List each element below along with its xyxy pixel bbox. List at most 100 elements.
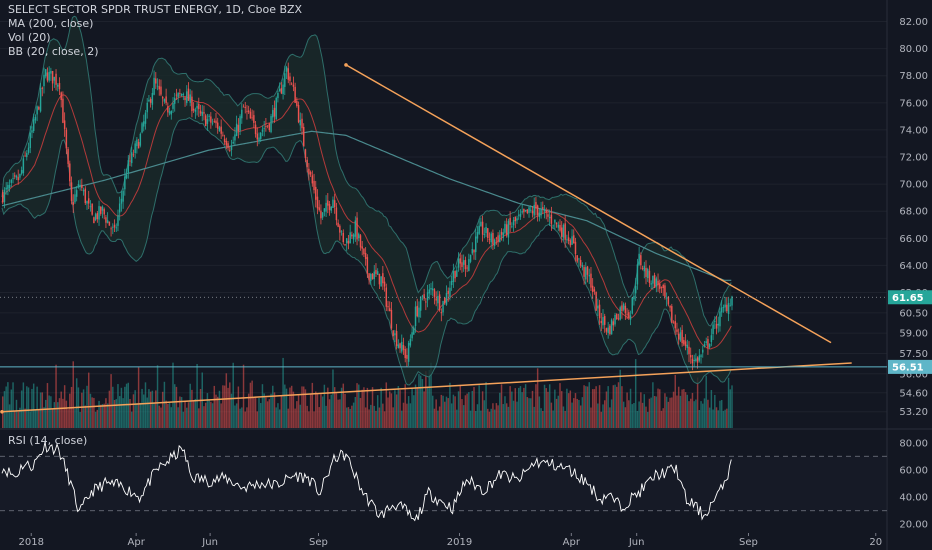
volume-bar (249, 382, 252, 428)
candle-body (98, 206, 100, 220)
bb-indicator-label[interactable]: BB (20, close, 2) (8, 45, 99, 58)
candle-body (297, 105, 300, 123)
candle-body (45, 69, 47, 77)
volume-bar (647, 411, 649, 428)
candle-body (516, 218, 518, 221)
volume-bar (65, 400, 68, 428)
volume-bar (67, 409, 69, 428)
volume-bar (621, 386, 623, 428)
volume-bar (137, 367, 140, 428)
candle-body (619, 307, 621, 320)
volume-bar (591, 389, 594, 428)
candle-body (586, 266, 589, 275)
volume-bar (268, 399, 271, 428)
candle-body (347, 240, 350, 244)
volume-bar (101, 403, 104, 428)
volume-bar (315, 391, 317, 428)
volume-bar (610, 399, 613, 428)
volume-bar (722, 410, 725, 428)
trendline-support (1, 362, 852, 413)
price-tick-label: 56.00 (899, 369, 928, 380)
volume-indicator-label[interactable]: Vol (20) (8, 31, 51, 44)
volume-bar (227, 387, 229, 428)
time-tick-label: Sep (309, 537, 328, 548)
candle-body (521, 211, 523, 213)
volume-bar (690, 398, 692, 428)
candle-body (419, 297, 422, 311)
candle-body (24, 155, 26, 157)
candle-body (230, 145, 233, 150)
candle-body (456, 270, 458, 277)
volume-bar (507, 406, 510, 428)
candle-body (57, 84, 59, 87)
volume-bar (53, 402, 56, 428)
candle-body (325, 202, 327, 212)
candle-body (290, 83, 293, 85)
volume-bar (258, 397, 260, 428)
volume-bar (497, 405, 499, 428)
candle-body (356, 217, 358, 240)
symbol-title[interactable]: SELECT SECTOR SPDR TRUST ENERGY, 1D, Cbo… (8, 3, 303, 16)
candle-body (72, 202, 74, 205)
candle-body (352, 234, 355, 240)
candle-body (337, 222, 339, 227)
volume-bar (354, 396, 357, 428)
candle-body (342, 232, 345, 243)
volume-bar (708, 407, 711, 428)
volume-bar (655, 396, 658, 428)
candle-body (695, 358, 697, 362)
volume-bar (641, 402, 644, 428)
volume-bar (356, 383, 358, 428)
volume-bar (447, 398, 449, 428)
volume-bar (500, 384, 503, 428)
volume-bar (595, 386, 597, 428)
candle-body (241, 109, 243, 119)
volume-bar (36, 386, 38, 428)
support-price-tag-bg (888, 359, 932, 374)
volume-bar (562, 406, 565, 428)
volume-bar (134, 390, 136, 428)
candle-body (394, 333, 396, 336)
candle-body (260, 132, 262, 139)
candle-body (139, 133, 142, 146)
candle-body (552, 225, 554, 227)
volume-bar (239, 408, 241, 428)
volume-bar (712, 409, 714, 428)
candle-body (731, 296, 733, 306)
candle-body (208, 115, 210, 117)
candle-body (390, 310, 393, 329)
price-axis[interactable]: 82.00 80.00 78.00 76.00 74.00 72.00 70.00 68.00… (899, 17, 928, 531)
volume-bar (720, 400, 723, 428)
candle-body (614, 314, 616, 325)
candle-body (91, 203, 93, 215)
volume-bar (573, 398, 575, 428)
volume-bar (27, 387, 30, 428)
rsi-indicator-label[interactable]: RSI (14, close) (8, 434, 88, 447)
volume-bar (247, 393, 250, 428)
rsi-line (1, 441, 732, 522)
candle-body (717, 323, 719, 326)
candle-body (402, 345, 405, 350)
volume-bar (120, 387, 123, 428)
volume-bar (703, 398, 706, 428)
candle-body (215, 120, 217, 124)
candle-body (726, 304, 728, 312)
candle-body (382, 273, 384, 284)
volume-bar (149, 391, 152, 428)
candle-body (10, 179, 13, 183)
volume-bar (523, 387, 525, 428)
candle-body (583, 267, 585, 277)
volume-bar (505, 403, 508, 428)
ma-indicator-label[interactable]: MA (200, close) (8, 17, 94, 30)
candlestick-series (2, 62, 733, 371)
candle-body (476, 232, 479, 239)
time-axis[interactable]: 2018 Apr Jun Sep 2019 Apr Jun Sep 20 (19, 533, 883, 548)
volume-bar (215, 394, 217, 428)
candle-body (566, 239, 568, 241)
volume-bar (536, 368, 539, 428)
volume-bar (100, 404, 102, 428)
trendlines[interactable] (0, 63, 887, 414)
volume-bar (94, 411, 97, 428)
volume-bar (57, 402, 59, 428)
